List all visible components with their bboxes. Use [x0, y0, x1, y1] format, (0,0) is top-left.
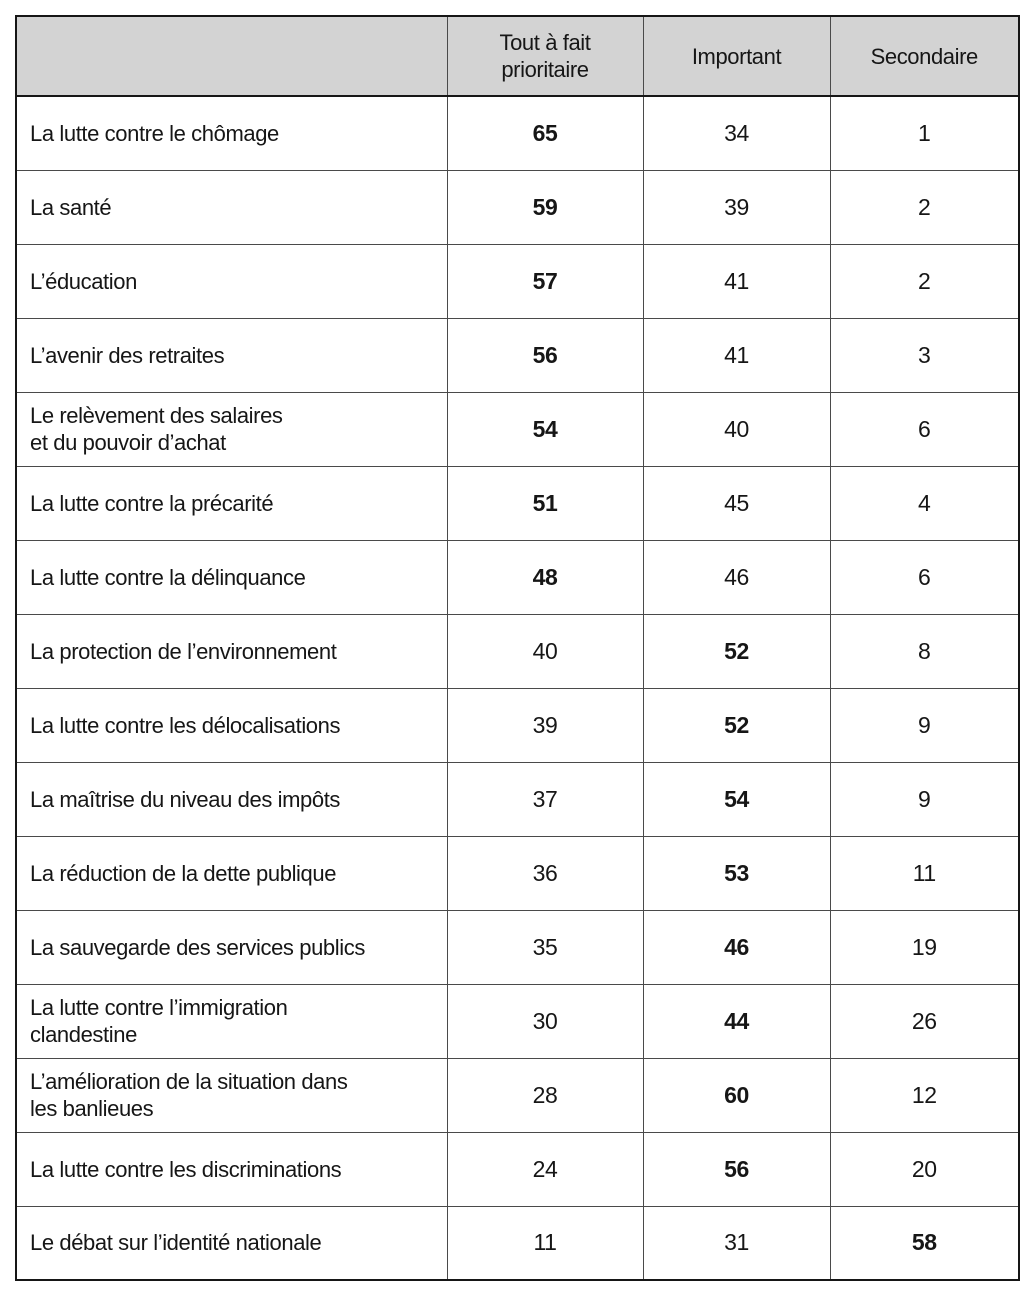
value-prioritaire: 54: [446, 391, 644, 467]
value-prioritaire: 65: [446, 95, 644, 171]
value-prioritaire: 56: [446, 317, 644, 393]
table-row: La protection de l’environnement 40 52 8: [15, 613, 1020, 689]
row-label: La lutte contre le chômage: [15, 95, 448, 171]
row-label: L’avenir des retraites: [15, 317, 448, 393]
value-important: 56: [642, 1131, 831, 1207]
table-row: La lutte contre la délinquance 48 46 6: [15, 539, 1020, 615]
header-cell-prioritaire: Tout à fait prioritaire: [446, 15, 644, 97]
table-row: La lutte contre les délocalisations 39 5…: [15, 687, 1020, 763]
value-prioritaire: 59: [446, 169, 644, 245]
value-secondaire: 2: [829, 243, 1020, 319]
row-label: L’amélioration de la situation dans les …: [15, 1057, 448, 1133]
row-label: La lutte contre les délocalisations: [15, 687, 448, 763]
row-label: La lutte contre l’immigration clandestin…: [15, 983, 448, 1059]
header-cell-important: Important: [642, 15, 831, 97]
value-prioritaire: 30: [446, 983, 644, 1059]
value-secondaire: 3: [829, 317, 1020, 393]
table-row: La lutte contre la précarité 51 45 4: [15, 465, 1020, 541]
row-label: La réduction de la dette publique: [15, 835, 448, 911]
header-cell-secondaire: Secondaire: [829, 15, 1020, 97]
row-label: Le relèvement des salaires et du pouvoir…: [15, 391, 448, 467]
row-label: La maîtrise du niveau des impôts: [15, 761, 448, 837]
value-prioritaire: 11: [446, 1205, 644, 1281]
row-label: La sauvegarde des services publics: [15, 909, 448, 985]
header-row: Tout à fait prioritaire Important Second…: [15, 15, 1020, 97]
value-secondaire: 9: [829, 761, 1020, 837]
value-secondaire: 9: [829, 687, 1020, 763]
value-important: 54: [642, 761, 831, 837]
value-secondaire: 26: [829, 983, 1020, 1059]
value-important: 52: [642, 687, 831, 763]
value-prioritaire: 37: [446, 761, 644, 837]
value-important: 44: [642, 983, 831, 1059]
table-row: La lutte contre les discriminations 24 5…: [15, 1131, 1020, 1207]
row-label: La lutte contre la délinquance: [15, 539, 448, 615]
value-important: 46: [642, 909, 831, 985]
table-row: La santé 59 39 2: [15, 169, 1020, 245]
row-label: Le débat sur l’identité nationale: [15, 1205, 448, 1281]
value-important: 40: [642, 391, 831, 467]
value-important: 45: [642, 465, 831, 541]
value-secondaire: 8: [829, 613, 1020, 689]
table-row: L’avenir des retraites 56 41 3: [15, 317, 1020, 393]
value-prioritaire: 51: [446, 465, 644, 541]
table-row: La maîtrise du niveau des impôts 37 54 9: [15, 761, 1020, 837]
survey-priorities-table: Tout à fait prioritaire Important Second…: [15, 15, 1020, 1281]
value-important: 34: [642, 95, 831, 171]
value-secondaire: 4: [829, 465, 1020, 541]
value-secondaire: 6: [829, 539, 1020, 615]
value-secondaire: 58: [829, 1205, 1020, 1281]
value-secondaire: 6: [829, 391, 1020, 467]
value-secondaire: 2: [829, 169, 1020, 245]
value-secondaire: 11: [829, 835, 1020, 911]
table-row: L’éducation 57 41 2: [15, 243, 1020, 319]
value-prioritaire: 39: [446, 687, 644, 763]
row-label: La santé: [15, 169, 448, 245]
row-label: La protection de l’environnement: [15, 613, 448, 689]
table-row: L’amélioration de la situation dans les …: [15, 1057, 1020, 1133]
value-important: 52: [642, 613, 831, 689]
value-important: 46: [642, 539, 831, 615]
value-prioritaire: 48: [446, 539, 644, 615]
row-label: L’éducation: [15, 243, 448, 319]
value-important: 31: [642, 1205, 831, 1281]
table-row: La lutte contre l’immigration clandestin…: [15, 983, 1020, 1059]
value-important: 60: [642, 1057, 831, 1133]
value-important: 41: [642, 317, 831, 393]
value-prioritaire: 36: [446, 835, 644, 911]
table-row: Le relèvement des salaires et du pouvoir…: [15, 391, 1020, 467]
value-important: 41: [642, 243, 831, 319]
row-label: La lutte contre les discriminations: [15, 1131, 448, 1207]
table-row: La réduction de la dette publique 36 53 …: [15, 835, 1020, 911]
header-cell-topic: [15, 15, 448, 97]
value-prioritaire: 24: [446, 1131, 644, 1207]
table-row: La lutte contre le chômage 65 34 1: [15, 95, 1020, 171]
table-row: Le débat sur l’identité nationale 11 31 …: [15, 1205, 1020, 1281]
table-row: La sauvegarde des services publics 35 46…: [15, 909, 1020, 985]
value-important: 39: [642, 169, 831, 245]
value-prioritaire: 57: [446, 243, 644, 319]
value-prioritaire: 40: [446, 613, 644, 689]
value-secondaire: 20: [829, 1131, 1020, 1207]
value-secondaire: 19: [829, 909, 1020, 985]
survey-table-container: Tout à fait prioritaire Important Second…: [15, 15, 1020, 1281]
value-secondaire: 1: [829, 95, 1020, 171]
value-important: 53: [642, 835, 831, 911]
value-prioritaire: 28: [446, 1057, 644, 1133]
row-label: La lutte contre la précarité: [15, 465, 448, 541]
value-secondaire: 12: [829, 1057, 1020, 1133]
value-prioritaire: 35: [446, 909, 644, 985]
